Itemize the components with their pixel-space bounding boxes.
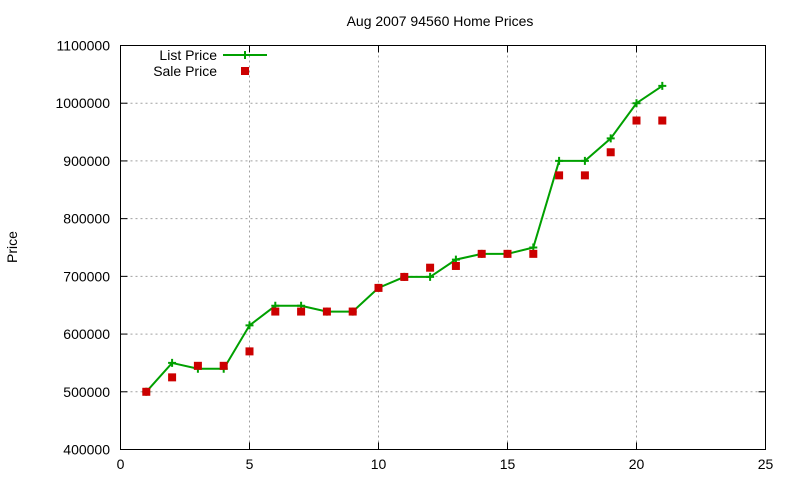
list-price-point: [555, 156, 564, 165]
sale-price-point: [245, 347, 254, 356]
list-price-point: [245, 321, 254, 330]
sale-price-point: [529, 249, 538, 258]
sale-price-point: [322, 307, 331, 316]
y-tick-label: 900000: [63, 153, 110, 169]
legend-square-sale-price: [241, 67, 249, 75]
sale-price-point: [168, 373, 177, 382]
data-marks: [142, 81, 667, 396]
sale-price-point: [219, 361, 228, 370]
chart-title: Aug 2007 94560 Home Prices: [347, 13, 534, 29]
sale-price-point: [271, 307, 280, 316]
x-tick-label: 25: [758, 456, 774, 472]
y-tick-label: 500000: [63, 384, 110, 400]
y-axis-label: Price: [4, 231, 20, 263]
sale-price-point: [348, 307, 357, 316]
sale-price-point: [426, 263, 435, 272]
sale-price-point: [374, 283, 383, 292]
sale-price-point: [451, 261, 460, 270]
x-tick-label: 10: [371, 456, 387, 472]
y-tick-label: 400000: [63, 442, 110, 458]
plot-frame: [120, 45, 766, 450]
y-tick-label: 800000: [63, 211, 110, 227]
list-price-point: [168, 358, 177, 367]
list-price-point: [658, 81, 667, 90]
legend-cross-list-price: [241, 51, 249, 59]
sale-price-point: [555, 171, 564, 180]
list-price-line: [145, 85, 663, 393]
sale-price-point: [400, 272, 409, 281]
list-price-point: [606, 134, 615, 143]
grid: [120, 45, 766, 450]
y-tick-label: 1100000: [57, 38, 111, 54]
y-tick-label: 1000000: [55, 95, 110, 111]
sale-price-point: [580, 171, 589, 180]
x-tick-label: 20: [629, 456, 645, 472]
list-price-point: [632, 99, 641, 108]
sale-price-point: [477, 249, 486, 258]
y-tick-label: 600000: [63, 326, 110, 342]
x-tick-label: 0: [117, 456, 125, 472]
axis-ticks: 0 5 10 15 20 25 400000 500000 600000 700000 800000…: [55, 38, 773, 473]
x-tick-label: 15: [500, 456, 516, 472]
list-price-point: [426, 272, 435, 281]
sale-price-point: [658, 116, 667, 125]
x-tick-label: 5: [246, 456, 254, 472]
legend: List Price Sale Price: [153, 47, 267, 79]
legend-label-list-price: List Price: [159, 47, 217, 63]
sale-price-point: [297, 307, 306, 316]
sale-price-point: [632, 116, 641, 125]
list-price-point: [580, 156, 589, 165]
sale-price-point: [606, 148, 615, 157]
sale-price-point: [503, 249, 512, 258]
sale-price-point: [142, 387, 151, 396]
y-tick-label: 700000: [63, 268, 110, 284]
legend-label-sale-price: Sale Price: [153, 63, 217, 79]
sale-price-point: [193, 361, 202, 370]
